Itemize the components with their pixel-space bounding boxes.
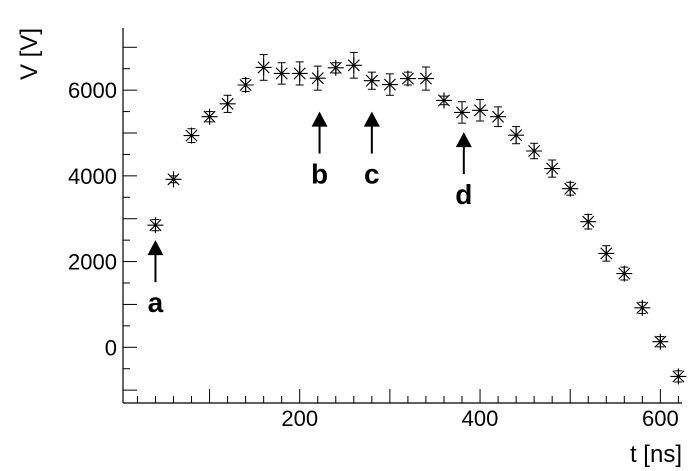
data-point: [255, 54, 272, 81]
annotations: a b c d: [147, 111, 472, 318]
marker-stroke: [275, 67, 288, 80]
y-tick-label: 4000: [68, 164, 117, 189]
marker-stroke: [221, 97, 234, 110]
annotation-b: b: [311, 111, 328, 190]
x-tick-label: 200: [281, 406, 318, 431]
data-point: [526, 142, 543, 160]
marker-stroke: [618, 267, 631, 280]
data-point: [652, 333, 669, 350]
y-axis-title: V [V]: [16, 28, 43, 80]
arrow-head: [311, 111, 328, 127]
annotation-label: c: [364, 159, 380, 190]
marker-stroke: [437, 94, 451, 107]
data-point: [327, 59, 344, 76]
data-point: [417, 66, 434, 91]
annotation-label: b: [311, 159, 328, 190]
axis-ticks: [123, 46, 679, 403]
y-tick-label: 0: [105, 335, 117, 360]
data-point: [399, 70, 416, 87]
data-point: [363, 71, 380, 90]
arrow-head: [455, 132, 472, 148]
x-tick-label: 600: [642, 406, 679, 431]
data-point: [580, 213, 597, 230]
data-point: [544, 159, 561, 178]
marker-stroke: [239, 78, 252, 92]
marker-stroke: [582, 215, 595, 228]
data-point: [291, 61, 308, 86]
annotation-label: a: [148, 287, 164, 318]
marker-stroke: [654, 335, 667, 348]
data-point: [183, 127, 200, 144]
y-tick-label: 6000: [68, 78, 117, 103]
arrow-head: [147, 240, 164, 256]
marker-stroke: [383, 78, 396, 91]
marker-stroke: [311, 72, 324, 85]
data-point: [165, 171, 182, 188]
marker-stroke: [257, 61, 270, 74]
data-point: [634, 299, 651, 316]
data-point: [219, 94, 236, 113]
y-tick-label: 2000: [68, 250, 117, 275]
arrow-head: [363, 111, 380, 127]
data-point: [381, 73, 398, 96]
data-point: [562, 180, 579, 197]
marker-stroke: [203, 110, 216, 123]
data-point: [309, 65, 326, 91]
data-point: [508, 126, 525, 145]
marker-stroke: [149, 219, 162, 232]
annotation-c: c: [363, 111, 380, 190]
marker-stroke: [510, 129, 523, 142]
marker-stroke: [564, 182, 577, 195]
marker-stroke: [455, 106, 469, 119]
data-point: [670, 368, 687, 385]
data-point: [472, 99, 489, 122]
marker-stroke: [347, 59, 360, 72]
annotation-label: d: [455, 179, 472, 210]
marker-stroke: [185, 129, 198, 142]
data-point: [147, 217, 164, 234]
data-point: [598, 245, 615, 262]
marker-stroke: [419, 72, 432, 85]
marker-stroke: [636, 301, 649, 314]
data-point: [273, 62, 290, 85]
data-point: [345, 51, 362, 79]
x-axis-title: t [ns]: [630, 441, 682, 468]
marker-stroke: [329, 61, 342, 74]
data-point: [454, 101, 471, 124]
marker-stroke: [401, 72, 414, 85]
data-point: [201, 108, 218, 125]
marker-stroke: [293, 67, 306, 80]
marker-stroke: [492, 110, 505, 123]
data-series: [147, 51, 687, 385]
marker-stroke: [672, 370, 685, 383]
marker-stroke: [546, 162, 559, 175]
data-point: [490, 106, 507, 128]
data-point: [616, 265, 633, 282]
marker-stroke: [365, 74, 378, 87]
marker-stroke: [167, 173, 180, 186]
data-point: [435, 92, 452, 109]
marker-stroke: [600, 247, 613, 260]
marker-stroke: [473, 104, 487, 117]
data-point: [237, 77, 254, 93]
x-tick-label: 400: [462, 406, 499, 431]
annotation-d: d: [455, 132, 472, 210]
marker-stroke: [528, 144, 541, 158]
annotation-a: a: [147, 240, 164, 318]
